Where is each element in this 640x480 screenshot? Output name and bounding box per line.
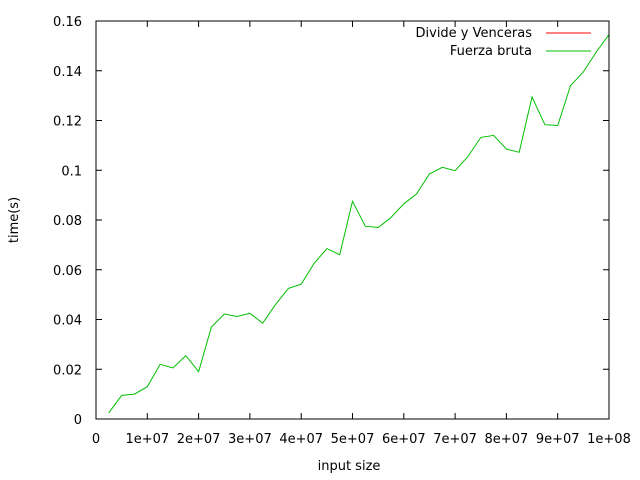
x-tick-label: 6e+07	[382, 432, 426, 447]
x-tick-label: 1e+07	[125, 432, 169, 447]
y-tick-label: 0.16	[53, 15, 82, 30]
y-tick-label: 0.08	[53, 214, 82, 229]
x-tick-label: 2e+07	[177, 432, 221, 447]
legend: Divide y Venceras Fuerza bruta	[416, 26, 591, 59]
y-tick-label: 0.14	[53, 65, 82, 80]
x-tick-label: 5e+07	[331, 432, 375, 447]
x-tick-label: 3e+07	[228, 432, 272, 447]
y-tick-label: 0.06	[53, 264, 82, 279]
legend-label: Fuerza bruta	[450, 44, 532, 59]
x-tick-label: 7e+07	[433, 432, 477, 447]
ticks-layer: 0 1e+07 2e+07 3e+07 4e+07 5e+07 6e+07 7e+07 8e+0…	[53, 15, 631, 447]
x-tick-label: 0	[92, 432, 100, 447]
y-tick-label: 0.04	[53, 314, 82, 329]
x-axis-label: input size	[318, 459, 381, 474]
series-layer	[108, 34, 610, 414]
y-tick-label: 0.12	[53, 115, 82, 130]
y-tick-label: 0.02	[53, 363, 82, 378]
x-tick-label: 9e+07	[536, 432, 580, 447]
legend-label: Divide y Venceras	[416, 26, 533, 41]
y-tick-label: 0	[74, 413, 82, 428]
y-tick-label: 0.1	[61, 164, 82, 179]
plot-frame	[95, 20, 610, 420]
x-tick-label: 4e+07	[279, 432, 323, 447]
x-tick-label: 8e+07	[485, 432, 529, 447]
series-line-1	[108, 34, 610, 414]
y-axis-label: time(s)	[7, 197, 22, 243]
x-tick-label: 1e+08	[587, 432, 631, 447]
